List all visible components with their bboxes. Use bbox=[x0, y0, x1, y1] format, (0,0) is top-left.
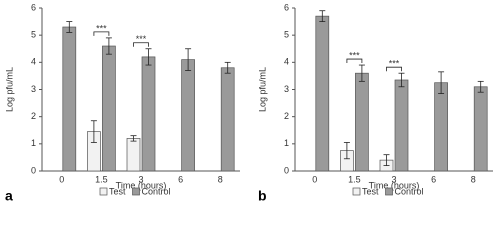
error-bar bbox=[358, 64, 365, 82]
significance-bracket bbox=[386, 66, 402, 72]
x-tick-label: 0 bbox=[312, 174, 317, 184]
y-axis-label: Log pfu/mL bbox=[257, 67, 267, 112]
bar bbox=[315, 15, 330, 172]
error-bar bbox=[66, 21, 73, 33]
legend-label: Control bbox=[395, 186, 424, 196]
error-bar bbox=[398, 72, 405, 88]
x-tick-label: 8 bbox=[218, 174, 223, 184]
bar bbox=[394, 79, 409, 172]
y-axis-label: Log pfu/mL bbox=[4, 67, 14, 112]
error-bar bbox=[145, 48, 152, 66]
legend-swatch bbox=[99, 187, 108, 196]
x-tick-label: 0 bbox=[59, 174, 64, 184]
legend-swatch bbox=[132, 187, 140, 196]
error-bar bbox=[105, 37, 112, 55]
significance-label: *** bbox=[136, 34, 147, 44]
bar bbox=[126, 138, 141, 172]
error-bar bbox=[319, 10, 326, 22]
y-tick-label: 3 bbox=[284, 84, 289, 94]
x-tick-label: 6 bbox=[431, 174, 436, 184]
legend-swatch bbox=[385, 187, 393, 196]
y-tick-label: 6 bbox=[284, 2, 289, 12]
panel-label: a bbox=[5, 188, 13, 204]
error-bar bbox=[90, 120, 97, 143]
significance-label: *** bbox=[389, 59, 400, 69]
x-tick-label: 8 bbox=[471, 174, 476, 184]
x-tick-label: 6 bbox=[178, 174, 183, 184]
bar bbox=[181, 59, 195, 172]
y-tick-label: 4 bbox=[284, 57, 289, 67]
y-tick-label: 6 bbox=[31, 2, 36, 12]
y-tick-label: 0 bbox=[284, 165, 289, 175]
y-tick-label: 4 bbox=[31, 57, 36, 67]
legend-swatch bbox=[352, 187, 361, 196]
panel-label: b bbox=[258, 188, 267, 204]
bar bbox=[102, 45, 116, 172]
error-bar bbox=[383, 154, 390, 166]
error-bar bbox=[130, 135, 137, 142]
y-tick-label: 0 bbox=[31, 165, 36, 175]
legend-label: Test bbox=[109, 186, 126, 196]
significance-label: *** bbox=[349, 50, 360, 60]
error-bar bbox=[224, 61, 231, 74]
legend-label: Control bbox=[142, 186, 171, 196]
x-axis-label: Time (hours) bbox=[369, 180, 420, 190]
significance-bracket bbox=[93, 31, 110, 36]
y-tick-label: 5 bbox=[31, 30, 36, 40]
bar bbox=[473, 86, 488, 172]
significance-label: *** bbox=[96, 23, 107, 33]
significance-bracket bbox=[133, 42, 149, 47]
error-bar bbox=[343, 142, 350, 160]
error-bar bbox=[185, 48, 192, 71]
x-tick-label: 3 bbox=[391, 174, 396, 184]
y-tick-label: 1 bbox=[31, 138, 36, 148]
x-tick-label: 3 bbox=[138, 174, 143, 184]
error-bar bbox=[438, 71, 445, 94]
y-tick-label: 2 bbox=[31, 111, 36, 121]
bar bbox=[220, 67, 235, 172]
bar bbox=[62, 26, 77, 172]
bar bbox=[141, 56, 156, 172]
bar bbox=[434, 82, 448, 172]
y-tick-label: 1 bbox=[284, 138, 289, 148]
y-tick-label: 3 bbox=[31, 84, 36, 94]
x-tick-label: 1.5 bbox=[95, 174, 108, 184]
legend-label: Test bbox=[362, 186, 379, 196]
error-bar bbox=[477, 80, 484, 93]
y-tick-label: 2 bbox=[284, 111, 289, 121]
x-tick-label: 1.5 bbox=[348, 174, 361, 184]
x-axis-label: Time (hours) bbox=[116, 180, 167, 190]
y-tick-label: 5 bbox=[284, 30, 289, 40]
bar bbox=[355, 72, 369, 172]
figure: 0 1 2 3 4 5 6 Log pfu/mL Time (hours) 0 1.5 *** 3 ***… bbox=[4, 2, 493, 204]
significance-bracket bbox=[346, 58, 363, 64]
